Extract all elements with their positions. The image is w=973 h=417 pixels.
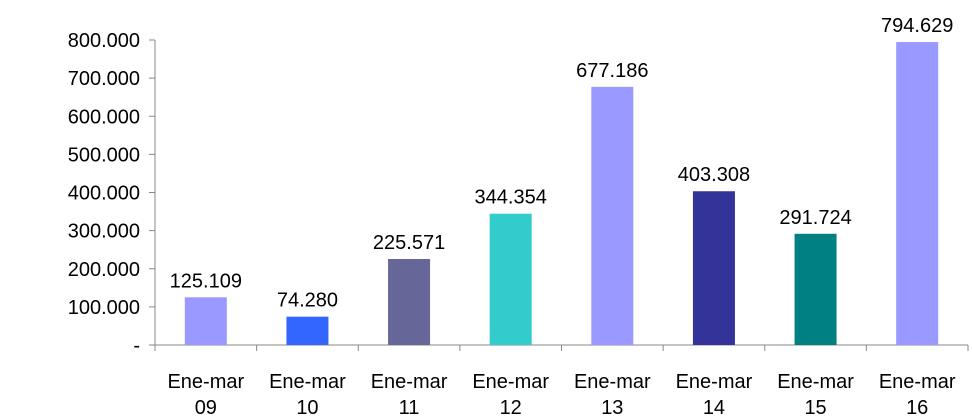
- bar: [489, 213, 532, 345]
- data-label: 225.571: [373, 232, 445, 254]
- y-tick-label: 500.000: [68, 144, 140, 166]
- bar: [388, 259, 431, 345]
- x-tick-label: Ene-mar 16: [879, 371, 956, 417]
- data-label: 677.186: [576, 60, 648, 82]
- x-tick-label: Ene-mar 11: [371, 371, 448, 417]
- data-label: 794.629: [881, 15, 953, 37]
- bar: [896, 42, 939, 345]
- y-tick-label: 800.000: [68, 30, 140, 52]
- y-tick-label: 200.000: [68, 259, 140, 281]
- x-tick-label: Ene-mar 15: [777, 371, 854, 417]
- y-tick-label: 600.000: [68, 106, 140, 128]
- x-tick-label: Ene-mar 12: [472, 371, 549, 417]
- y-tick-label: -: [133, 335, 140, 357]
- x-tick-label: Ene-mar 10: [269, 371, 346, 417]
- data-label: 403.308: [678, 164, 750, 186]
- x-tick-label: Ene-mar 14: [676, 371, 753, 417]
- data-label: 291.724: [779, 207, 851, 229]
- x-tick-label: Ene-mar 13: [574, 371, 651, 417]
- y-tick-label: 300.000: [68, 221, 140, 243]
- y-tick-label: 700.000: [68, 68, 140, 90]
- bar: [184, 297, 227, 345]
- bar: [692, 191, 735, 345]
- data-label: 125.109: [170, 270, 242, 292]
- x-tick-label: Ene-mar 09: [167, 371, 244, 417]
- data-label: 74.280: [277, 290, 338, 312]
- bar: [794, 233, 837, 345]
- data-label: 344.354: [475, 187, 547, 209]
- y-tick-label: 100.000: [68, 297, 140, 319]
- y-tick-label: 400.000: [68, 183, 140, 205]
- bar: [591, 86, 634, 345]
- bar: [286, 316, 329, 345]
